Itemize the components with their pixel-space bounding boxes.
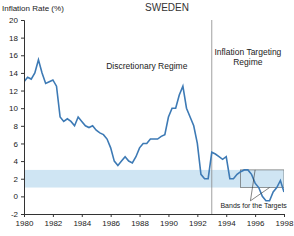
tick-label: 1980 [16,219,34,228]
tick-label: 1986 [102,219,120,228]
tick-mark [111,214,112,217]
x-axis: 1980 1982 1984 1986 1988 1990 1992 1994 1996 1998 [16,214,294,228]
tick: 1996 [247,214,265,228]
tick: 1984 [73,214,91,228]
tick-mark [226,214,227,217]
tick-mark [24,214,25,217]
tick-label: 1990 [160,219,178,228]
annotation-arrow [250,170,255,201]
tick-label: 1984 [73,219,91,228]
tick-mark [21,143,24,144]
tick-mark [21,91,24,92]
tick-label: 2 [14,175,19,184]
y-axis-label: Inflation Rate (%) [2,4,64,13]
tick: 20 [9,16,24,25]
tick-label: 1988 [131,219,149,228]
tick-label: 0 [14,192,19,201]
tick-label: 1982 [44,219,62,228]
tick: 1982 [44,214,62,228]
regime-change-line [211,20,212,214]
tick: 4 [14,157,24,166]
tick: 8 [14,122,24,131]
tick-label: 14 [9,69,18,78]
annotation: Discretionary Regime [106,61,188,71]
y-axis: -202468101214161820 [9,16,24,219]
tick: 1992 [189,214,207,228]
tick-mark [21,73,24,74]
tick-mark [82,214,83,217]
annotation: Inflation TargetingRegime [214,47,281,67]
tick: 6 [14,140,24,149]
tick-label: 12 [9,87,18,96]
title: SWEDEN [145,2,189,13]
tick-mark [21,179,24,180]
tick: 2 [14,175,24,184]
tick: 14 [9,69,24,78]
tick-mark [168,214,169,217]
tick: 1990 [160,214,178,228]
tick-label: 8 [14,122,19,131]
tick-mark [197,214,198,217]
tick: 1980 [16,214,34,228]
tick-mark [21,126,24,127]
tick-mark [21,20,24,21]
tick-label: 1994 [218,219,236,228]
tick: 1986 [102,214,120,228]
tick: 1998 [276,214,294,228]
tick: 1988 [131,214,149,228]
tick-label: 4 [14,157,19,166]
tick: 18 [9,34,24,43]
tick-label: 1998 [276,219,294,228]
tick-mark [21,196,24,197]
tick-mark [21,108,24,109]
annotation: Bands for the Targets [220,202,287,210]
tick-label: 18 [9,34,18,43]
tick-label: 10 [9,104,18,113]
axis-line [25,215,285,218]
tick-mark [53,214,54,217]
tick-mark [255,214,256,217]
annotation-arrow [250,188,269,201]
plot-area [24,20,284,214]
series-line [24,60,284,201]
tick-label: 16 [9,51,18,60]
tick-label: 1992 [189,219,207,228]
tick-mark [21,55,24,56]
tick: 0 [14,192,24,201]
tick-label: 6 [14,140,19,149]
tick-mark [284,214,285,217]
tick-mark [21,161,24,162]
tick-mark [21,38,24,39]
tick: 16 [9,51,24,60]
tick-mark [21,214,24,215]
tick-label: 1996 [247,219,265,228]
tick-mark [140,214,141,217]
target-band [24,170,284,188]
axis-line [21,21,25,215]
tick-label: 20 [9,16,18,25]
tick: 1994 [218,214,236,228]
tick: 12 [9,87,24,96]
tick: 10 [9,104,24,113]
